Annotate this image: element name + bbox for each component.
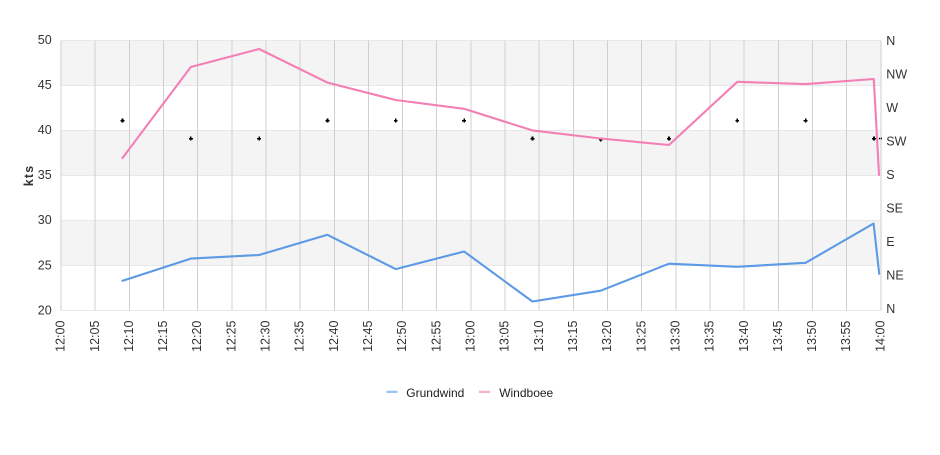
svg-text:13:30: 13:30 [668,321,682,352]
svg-text:50: 50 [38,33,52,47]
svg-text:12:55: 12:55 [429,321,443,352]
svg-text:12:50: 12:50 [395,321,409,352]
svg-text:25: 25 [38,258,52,272]
svg-text:12:30: 12:30 [259,321,273,352]
svg-text:14:00: 14:00 [873,321,887,352]
svg-text:S: S [886,168,894,182]
svg-text:N: N [886,34,895,48]
svg-text:kts: kts [22,166,36,187]
svg-text:SE: SE [886,202,903,216]
svg-text:13:25: 13:25 [634,321,648,352]
svg-text:12:05: 12:05 [88,321,102,352]
svg-text:12:15: 12:15 [156,321,170,352]
svg-text:12:00: 12:00 [54,321,68,352]
svg-text:45: 45 [38,78,52,92]
svg-text:13:10: 13:10 [532,321,546,352]
svg-text:13:05: 13:05 [498,321,512,352]
svg-text:35: 35 [38,168,52,182]
svg-text:20: 20 [38,303,52,317]
svg-text:12:35: 12:35 [293,321,307,352]
svg-text:NW: NW [886,67,907,81]
svg-text:SW: SW [886,134,906,148]
svg-text:13:50: 13:50 [805,321,819,352]
svg-text:N: N [886,302,895,316]
svg-text:12:25: 12:25 [224,321,238,352]
svg-text:W: W [886,101,898,115]
svg-text:Grundwind: Grundwind [406,386,464,400]
svg-text:13:35: 13:35 [703,321,717,352]
svg-text:E: E [886,235,894,249]
svg-text:12:45: 12:45 [361,321,375,352]
svg-text:13:55: 13:55 [839,321,853,352]
svg-text:12:10: 12:10 [122,321,136,352]
svg-text:40: 40 [38,123,52,137]
svg-text:30: 30 [38,213,52,227]
svg-text:NE: NE [886,269,903,283]
svg-text:13:20: 13:20 [600,321,614,352]
svg-text:13:00: 13:00 [464,321,478,352]
svg-text:13:40: 13:40 [737,321,751,352]
svg-text:12:40: 12:40 [327,321,341,352]
svg-text:13:15: 13:15 [566,321,580,352]
svg-text:12:20: 12:20 [190,321,204,352]
svg-text:13:45: 13:45 [771,321,785,352]
svg-text:Windboee: Windboee [499,386,553,400]
